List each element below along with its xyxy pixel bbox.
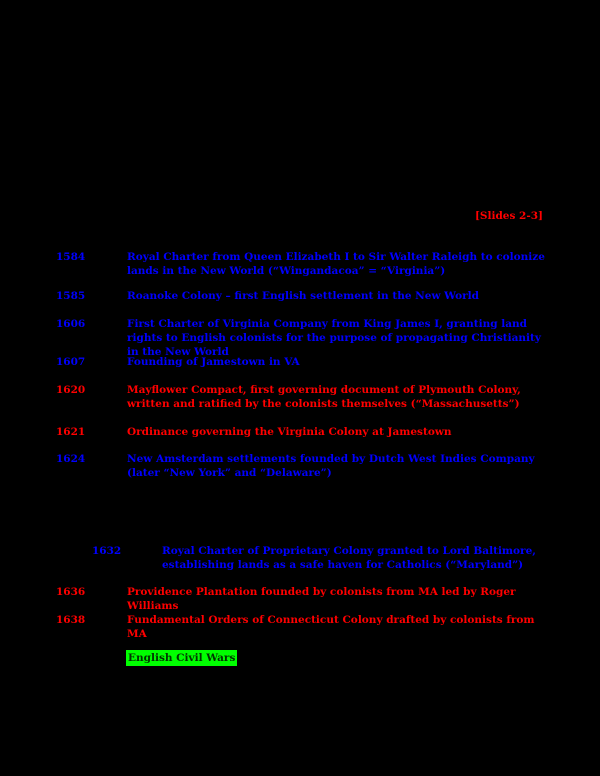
entry-year: 1638: [56, 614, 86, 626]
english-civil-wars-badge: English Civil Wars: [126, 650, 238, 666]
entry-year: 1607: [56, 356, 86, 368]
timeline-entry-1632: 1632 Royal Charter of Proprietary Colony…: [92, 544, 562, 572]
entry-text: First Charter of Virginia Company from K…: [127, 318, 542, 358]
entry-text: Mayflower Compact, first governing docum…: [127, 384, 521, 410]
entry-text: Roanoke Colony – first English settlemen…: [127, 290, 479, 302]
entry-year: 1584: [56, 251, 86, 263]
entry-text: New Amsterdam settlements founded by Dut…: [127, 453, 535, 479]
timeline-entry-1606: 1606 First Charter of Virginia Company f…: [56, 317, 556, 359]
timeline-entry-1636: 1636 Providence Plantation founded by co…: [56, 585, 556, 613]
entry-year: 1636: [56, 586, 86, 598]
timeline-entry-1607: 1607 Founding of Jamestown in VA: [56, 355, 556, 369]
entry-year: 1624: [56, 453, 86, 465]
timeline-entry-1620: 1620 Mayflower Compact, first governing …: [56, 383, 556, 411]
entry-text: Ordinance governing the Virginia Colony …: [127, 426, 452, 438]
slide-reference: [Slides 2-3]: [474, 210, 543, 222]
entry-year: 1621: [56, 426, 86, 438]
entry-year: 1606: [56, 318, 86, 330]
entry-text: Royal Charter of Proprietary Colony gran…: [162, 545, 536, 571]
timeline-entry-1621: 1621 Ordinance governing the Virginia Co…: [56, 425, 556, 439]
entry-text: Fundamental Orders of Connecticut Colony…: [127, 614, 535, 640]
timeline-entry-1585: 1585 Roanoke Colony – first English sett…: [56, 289, 556, 303]
entry-year: 1620: [56, 384, 86, 396]
timeline-entry-1638: 1638 Fundamental Orders of Connecticut C…: [56, 613, 556, 641]
entry-text: Providence Plantation founded by colonis…: [127, 586, 516, 612]
entry-year: 1585: [56, 290, 86, 302]
entry-year: 1632: [92, 545, 122, 557]
entry-text: Royal Charter from Queen Elizabeth I to …: [127, 251, 545, 277]
entry-text: Founding of Jamestown in VA: [127, 356, 300, 368]
timeline-entry-1584: 1584 Royal Charter from Queen Elizabeth …: [56, 250, 556, 278]
timeline-entry-1624: 1624 New Amsterdam settlements founded b…: [56, 452, 556, 480]
